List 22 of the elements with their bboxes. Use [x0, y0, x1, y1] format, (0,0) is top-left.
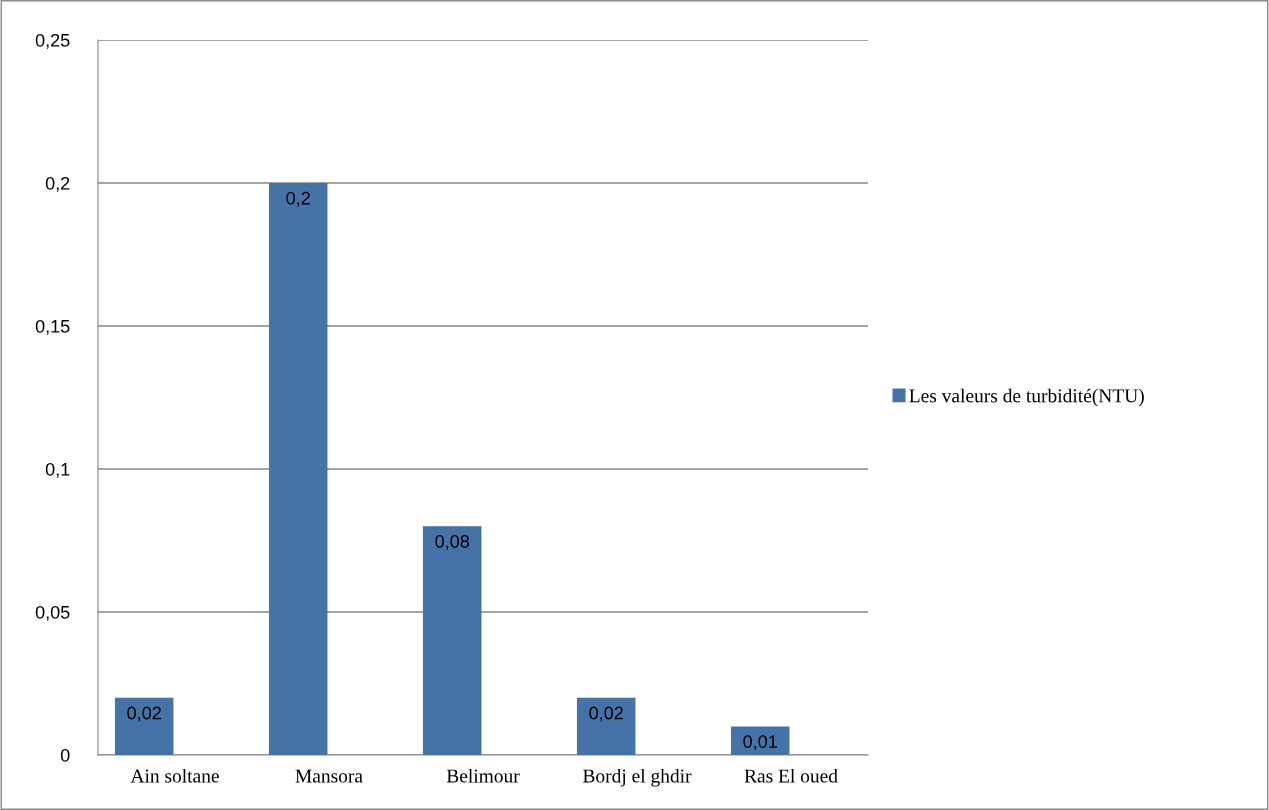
y-tick-label: 0,15 [35, 319, 70, 335]
data-label: 0,02 [589, 706, 623, 722]
y-tick-label: 0,1 [45, 462, 70, 478]
bar [268, 183, 328, 755]
data-label: 0,2 [286, 191, 310, 207]
y-tick-label: 0,05 [35, 605, 70, 621]
bar [422, 526, 482, 755]
x-tick-label: Mansora [295, 769, 363, 783]
y-tick-label: 0,25 [35, 33, 70, 49]
x-tick-label: Ras El oued [744, 768, 838, 783]
bar [114, 697, 174, 755]
data-label: 0,01 [743, 735, 777, 751]
bar [576, 697, 636, 755]
data-label: 0,02 [127, 706, 161, 722]
x-tick-label: Belimour [446, 768, 520, 783]
x-tick-label: Ain soltane [130, 768, 219, 783]
y-tick-label: 0,2 [45, 176, 70, 192]
bar [730, 726, 790, 755]
legend-label: Les valeurs de turbidité(NTU) [909, 388, 1144, 407]
data-label: 0,08 [435, 535, 469, 550]
y-tick-label: 0 [60, 748, 70, 762]
x-tick-label: Bordj el ghdir [583, 768, 692, 787]
